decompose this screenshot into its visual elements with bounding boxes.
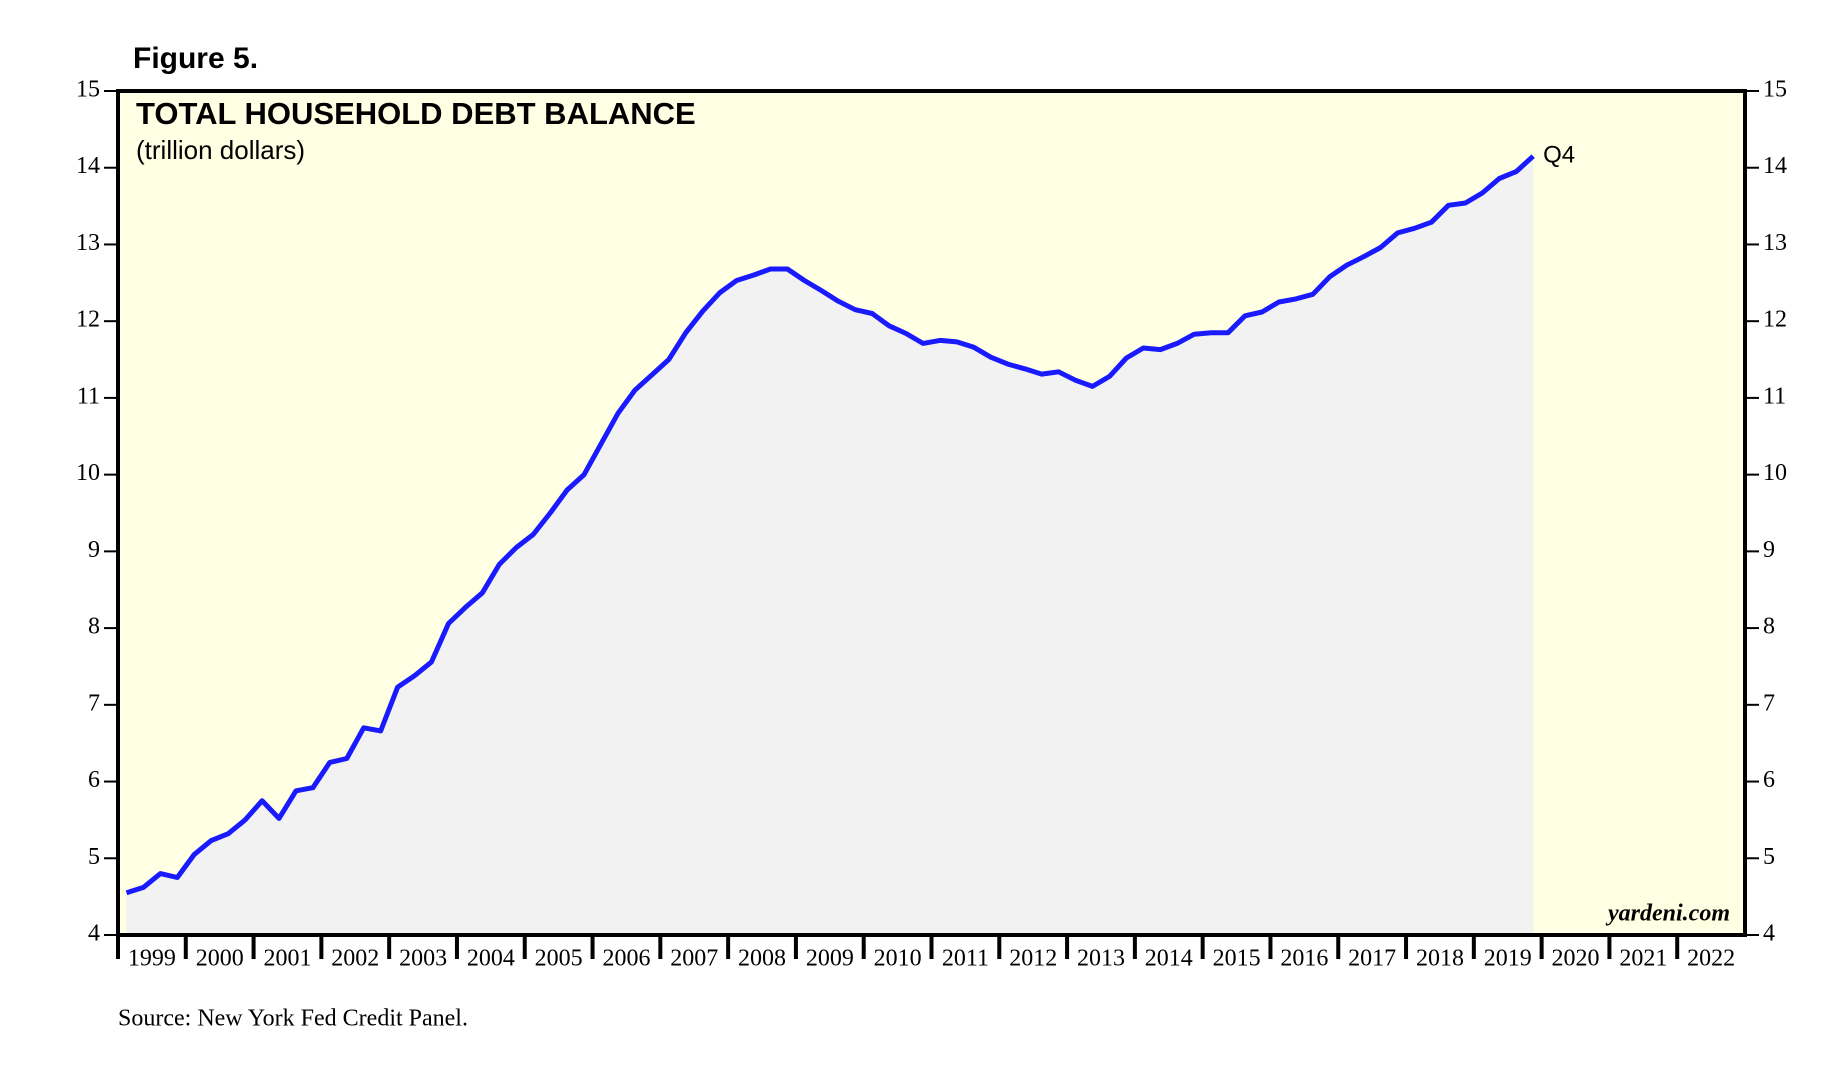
- y-tick-label: 14: [76, 153, 100, 179]
- y2-tick-label: 12: [1763, 307, 1787, 333]
- y-tick-label: 7: [88, 690, 100, 716]
- brand: yardeni.com: [1605, 901, 1730, 927]
- source: Source: New York Fed Credit Panel.: [118, 1006, 468, 1032]
- x-tick-label: 2012: [1009, 946, 1057, 972]
- y-tick-label: 4: [88, 921, 100, 947]
- y2-tick-label: 7: [1763, 690, 1775, 716]
- x-tick-label: 1999: [128, 946, 176, 972]
- x-tick-label: 2007: [670, 946, 718, 972]
- line: [125, 154, 1535, 896]
- x-tick-label: 2014: [1145, 946, 1193, 972]
- x-tick-label: 2020: [1552, 946, 1600, 972]
- y-tick-label: 5: [88, 844, 100, 870]
- y-tick-label: 15: [76, 77, 100, 103]
- x-tick-label: 2002: [331, 946, 379, 972]
- x-tick-label: 2017: [1348, 946, 1396, 972]
- y-tick-label: 12: [76, 307, 100, 333]
- y2-tick-label: 6: [1763, 767, 1775, 793]
- y2-tick-label: 5: [1763, 844, 1775, 870]
- chart-subtitle: (trillion dollars): [136, 135, 305, 165]
- y-tick-label: 13: [76, 230, 100, 256]
- y2-tick-label: 15: [1763, 77, 1787, 103]
- x-tick-label: 2003: [399, 946, 447, 972]
- chart-title: TOTAL HOUSEHOLD DEBT BALANCE: [136, 96, 696, 131]
- y2-tick-label: 8: [1763, 614, 1775, 640]
- y-tick-label: 8: [88, 614, 100, 640]
- area: [126, 156, 1534, 935]
- x-tick-label: 2001: [263, 946, 311, 972]
- y-tick-label: 11: [77, 383, 100, 409]
- x-tick-label: 2000: [196, 946, 244, 972]
- x-tick-label: 2015: [1213, 946, 1261, 972]
- x-tick-label: 2004: [467, 946, 515, 972]
- last-point-label: Q4: [1543, 142, 1575, 169]
- x-tick-label: 2021: [1619, 946, 1667, 972]
- x-tick-label: 2013: [1077, 946, 1125, 972]
- y2-tick-label: 9: [1763, 537, 1775, 563]
- y2-tick-label: 13: [1763, 230, 1787, 256]
- x-tick-label: 2018: [1416, 946, 1464, 972]
- x-tick-label: 2009: [806, 946, 854, 972]
- y2-tick-label: 10: [1763, 460, 1787, 486]
- x-tick-label: 2022: [1687, 946, 1735, 972]
- figure-label: Figure 5.: [133, 42, 258, 75]
- y2-tick-label: 11: [1763, 383, 1786, 409]
- x-tick-label: 2011: [942, 946, 989, 972]
- x-tick-label: 2016: [1280, 946, 1328, 972]
- x-tick-label: 2010: [874, 946, 922, 972]
- x-tick-label: 2019: [1484, 946, 1532, 972]
- y2-tick-label: 4: [1763, 921, 1775, 947]
- y-tick-label: 10: [76, 460, 100, 486]
- x-tick-label: 2008: [738, 946, 786, 972]
- y-tick-label: 9: [88, 537, 100, 563]
- x-tick-label: 2005: [535, 946, 583, 972]
- y-tick-label: 6: [88, 767, 100, 793]
- y2-tick-label: 14: [1763, 153, 1787, 179]
- x-tick-label: 2006: [602, 946, 650, 972]
